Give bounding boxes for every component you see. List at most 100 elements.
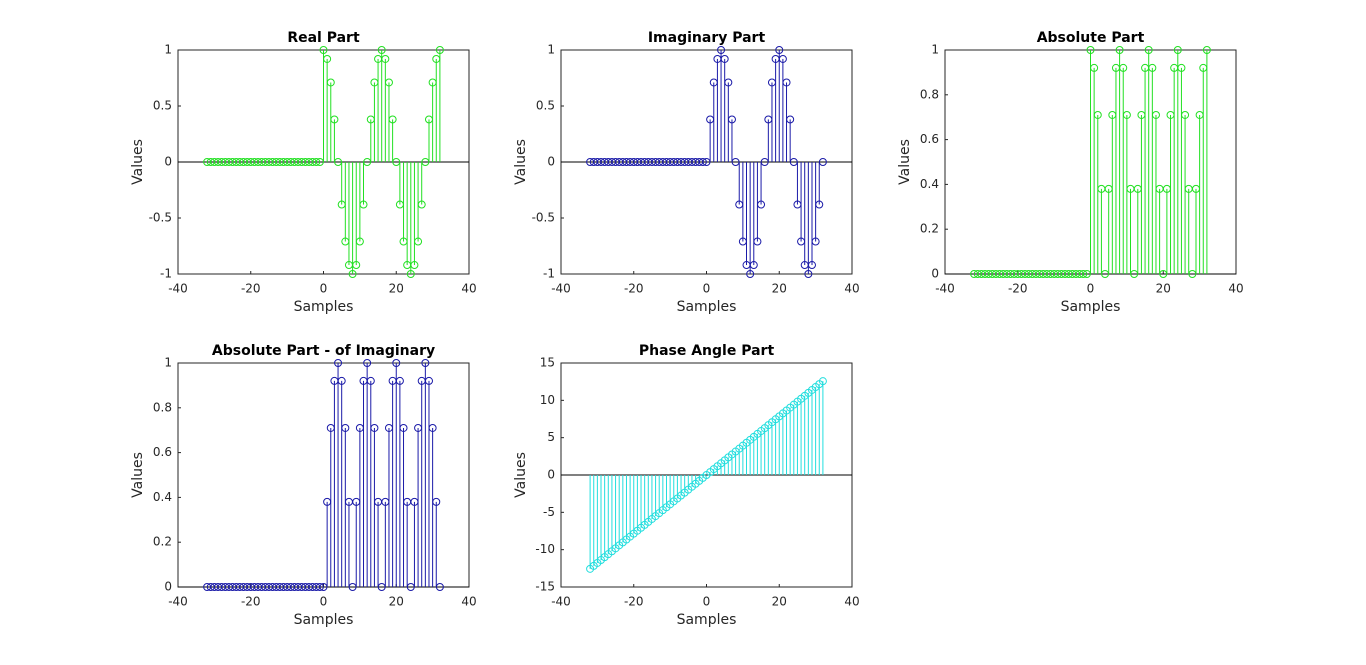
x-tick-label: -40: [551, 595, 571, 609]
stem-marker: [435, 583, 444, 591]
x-tick-label: 0: [703, 595, 711, 609]
y-tick-label: 0.2: [920, 222, 939, 236]
stem-marker: [778, 54, 787, 63]
stem-marker: [414, 237, 423, 246]
y-tick-label: 0.6: [153, 445, 172, 459]
stem-marker: [1122, 110, 1131, 119]
x-tick-label: 40: [1228, 282, 1243, 296]
stem-marker: [807, 261, 816, 270]
stem-marker: [348, 270, 357, 278]
y-tick-label: -10: [535, 542, 555, 556]
x-tick-label: 40: [844, 282, 859, 296]
stem-marker: [395, 376, 404, 385]
x-tick-label: 20: [389, 595, 404, 609]
y-tick-label: 0.5: [153, 99, 172, 113]
stem-marker: [1144, 46, 1153, 54]
y-tick-label: 0.5: [536, 99, 555, 113]
x-tick-label: -20: [241, 595, 261, 609]
stem-marker: [392, 359, 401, 367]
stem-marker: [749, 261, 758, 270]
stem-marker: [381, 54, 390, 63]
x-tick-label: 0: [703, 282, 711, 296]
stem-marker: [399, 423, 408, 432]
y-tick-label: 0.4: [153, 490, 172, 504]
y-axis-label: Values: [513, 452, 529, 498]
stem-marker: [804, 270, 813, 278]
x-tick-label: 40: [461, 595, 476, 609]
y-tick-label: 1: [547, 43, 555, 57]
y-tick-label: 0.4: [920, 177, 939, 191]
y-axis-label: Values: [513, 139, 529, 185]
x-tick-label: 20: [772, 282, 787, 296]
y-tick-label: 10: [540, 393, 555, 407]
stem-marker: [1151, 110, 1160, 119]
y-tick-label: -0.5: [532, 211, 555, 225]
x-tick-label: 0: [320, 282, 328, 296]
y-axis-label: Values: [130, 452, 146, 498]
stem-marker: [757, 200, 766, 209]
stem-marker: [1173, 46, 1182, 54]
x-tick-label: 0: [1087, 282, 1095, 296]
y-tick-label: 0.6: [920, 132, 939, 146]
stem-marker: [724, 78, 733, 87]
stem-marker: [326, 78, 335, 87]
y-tick-label: 0: [547, 155, 555, 169]
stem-marker: [1115, 46, 1124, 54]
y-tick-label: 0: [164, 155, 172, 169]
y-tick-label: 0.8: [920, 87, 939, 101]
stem-marker: [1119, 63, 1128, 72]
y-tick-label: 0: [164, 580, 172, 594]
stem-marker: [1181, 110, 1190, 119]
stem-marker: [432, 497, 441, 506]
y-tick-label: -0.5: [149, 211, 172, 225]
stem-marker: [388, 115, 397, 124]
y-tick-label: -5: [543, 505, 555, 519]
chart-title: Absolute Part: [1037, 30, 1145, 46]
chart-title: Absolute Part - of Imaginary: [212, 343, 435, 359]
stem-marker: [727, 115, 736, 124]
stem-marker: [384, 78, 393, 87]
y-tick-label: -15: [535, 580, 555, 594]
stem-marker: [337, 376, 346, 385]
y-tick-label: 1: [164, 356, 172, 370]
stem-marker: [424, 376, 433, 385]
stem-marker: [698, 158, 707, 166]
y-axis-label: Values: [130, 139, 146, 185]
stem-marker: [786, 115, 795, 124]
stem-marker: [1093, 110, 1102, 119]
x-tick-label: -40: [935, 282, 955, 296]
stem-marker: [312, 158, 321, 166]
stem-marker: [334, 359, 343, 367]
x-tick-label: 0: [320, 595, 328, 609]
stem-marker: [330, 115, 339, 124]
y-tick-label: 1: [931, 43, 939, 57]
y-tick-label: -1: [160, 267, 172, 281]
stem-marker: [818, 158, 827, 166]
stem-marker: [355, 237, 364, 246]
stem-marker: [366, 376, 375, 385]
stem-marker: [435, 46, 444, 54]
stem-marker: [363, 359, 372, 367]
stem-marker: [406, 270, 415, 278]
stem-marker: [370, 423, 379, 432]
stem-marker: [811, 237, 820, 246]
chart-title: Phase Angle Part: [639, 343, 775, 359]
stem-marker: [1079, 270, 1088, 278]
stem-marker: [1177, 63, 1186, 72]
stem-marker: [410, 261, 419, 270]
stem-marker: [377, 46, 386, 54]
x-tick-label: 40: [461, 282, 476, 296]
stem-marker: [315, 583, 324, 591]
stem-marker: [1090, 63, 1099, 72]
chart-title: Imaginary Part: [648, 30, 766, 46]
stem-marker: [753, 237, 762, 246]
stem-marker: [417, 200, 426, 209]
y-tick-label: 15: [540, 356, 555, 370]
stem-marker: [746, 270, 755, 278]
stem-marker: [717, 46, 726, 54]
stem-marker: [428, 423, 437, 432]
y-axis-label: Values: [897, 139, 913, 185]
x-tick-label: -20: [624, 595, 644, 609]
stem-marker: [352, 261, 361, 270]
stem-marker: [782, 78, 791, 87]
